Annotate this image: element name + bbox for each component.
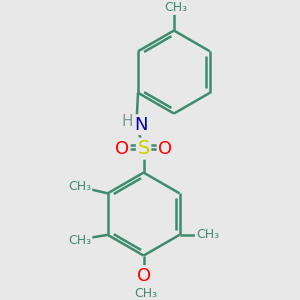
Text: O: O (115, 140, 129, 158)
Text: O: O (136, 266, 151, 284)
Text: O: O (158, 140, 172, 158)
Text: H: H (121, 114, 133, 129)
Text: CH₃: CH₃ (68, 234, 91, 247)
Text: CH₃: CH₃ (196, 228, 219, 241)
Text: N: N (134, 116, 148, 134)
Text: CH₃: CH₃ (134, 287, 158, 300)
Text: S: S (137, 139, 150, 158)
Text: CH₃: CH₃ (164, 1, 187, 14)
Text: CH₃: CH₃ (68, 180, 91, 193)
